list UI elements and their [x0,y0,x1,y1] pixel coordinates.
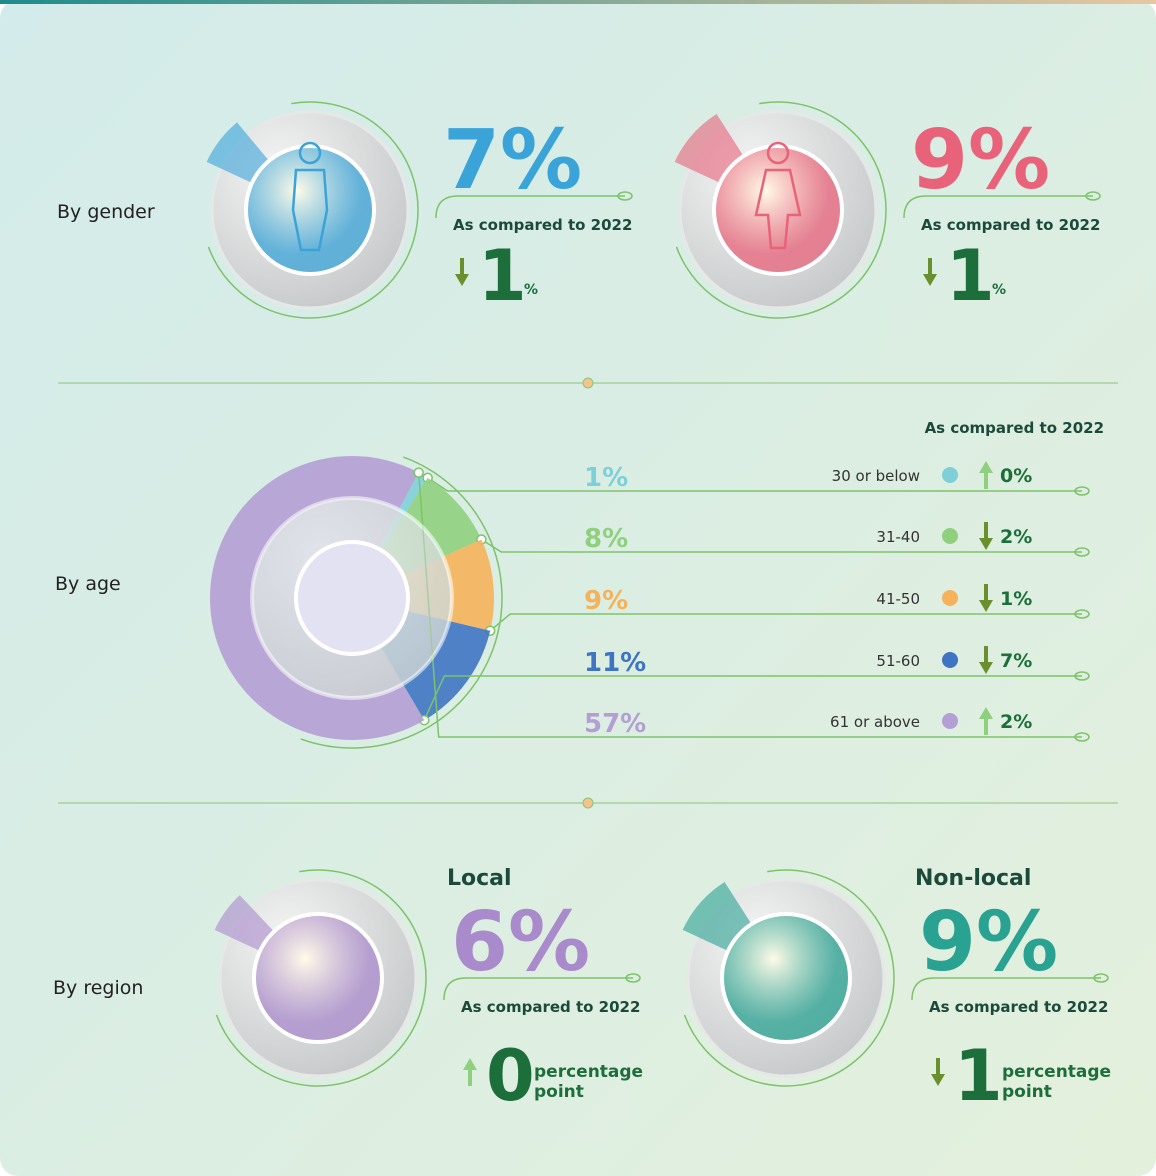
inner-disc [296,542,408,654]
inner-disc [714,146,842,274]
compare-label: As compared to 2022 [929,998,1108,1016]
change-label: 7% [1000,650,1032,672]
legend-dot [942,528,958,544]
change-unit: percentage point [534,1062,654,1102]
change-value: 0 [486,1035,535,1117]
age-leader-dot [414,468,423,477]
divider-dot [583,378,593,388]
compare-label: As compared to 2022 [921,216,1100,234]
section-label: By gender [57,201,155,223]
change-label: 2% [1000,526,1032,548]
legend-dot [942,713,958,729]
canvas: By gender By age By region As compared t… [0,0,1156,1176]
legend-dot [942,590,958,606]
inner-disc [254,914,382,1042]
value-label: 9% [911,113,1050,208]
change-unit: % [992,282,1006,298]
value-label: 1% [584,463,628,493]
legend-dot [942,652,958,668]
change-unit: percentage point [1002,1062,1122,1102]
category-label: 31-40 [876,528,920,546]
change-value: 1 [946,235,995,317]
category-label: 41-50 [876,590,920,608]
change-label: 2% [1000,711,1032,733]
value-label: 9% [919,895,1058,990]
value-label: 57% [584,709,646,739]
divider-dot [583,798,593,808]
change-value: 1 [954,1035,1003,1117]
category-label: 30 or below [832,467,920,485]
region-name: Local [447,866,512,891]
compare-label: As compared to 2022 [453,216,632,234]
change-label: 0% [1000,465,1032,487]
top-rule [0,0,1156,4]
value-label: 11% [584,648,646,678]
section-label: By region [53,977,143,999]
region-name: Non-local [915,866,1031,891]
change-label: 1% [1000,588,1032,610]
change-unit: % [524,282,538,298]
compare-label: As compared to 2022 [461,998,640,1016]
legend-dot [942,467,958,483]
category-label: 61 or above [830,713,920,731]
inner-disc [246,146,374,274]
section-label: By age [55,573,121,595]
value-label: 8% [584,524,628,554]
value-label: 9% [584,586,628,616]
category-label: 51-60 [876,652,920,670]
inner-disc [722,914,850,1042]
change-value: 1 [478,235,527,317]
value-label: 6% [451,895,590,990]
compare-label: As compared to 2022 [925,419,1104,437]
infographic: By gender By age By region As compared t… [0,0,1156,1176]
value-label: 7% [443,113,582,208]
